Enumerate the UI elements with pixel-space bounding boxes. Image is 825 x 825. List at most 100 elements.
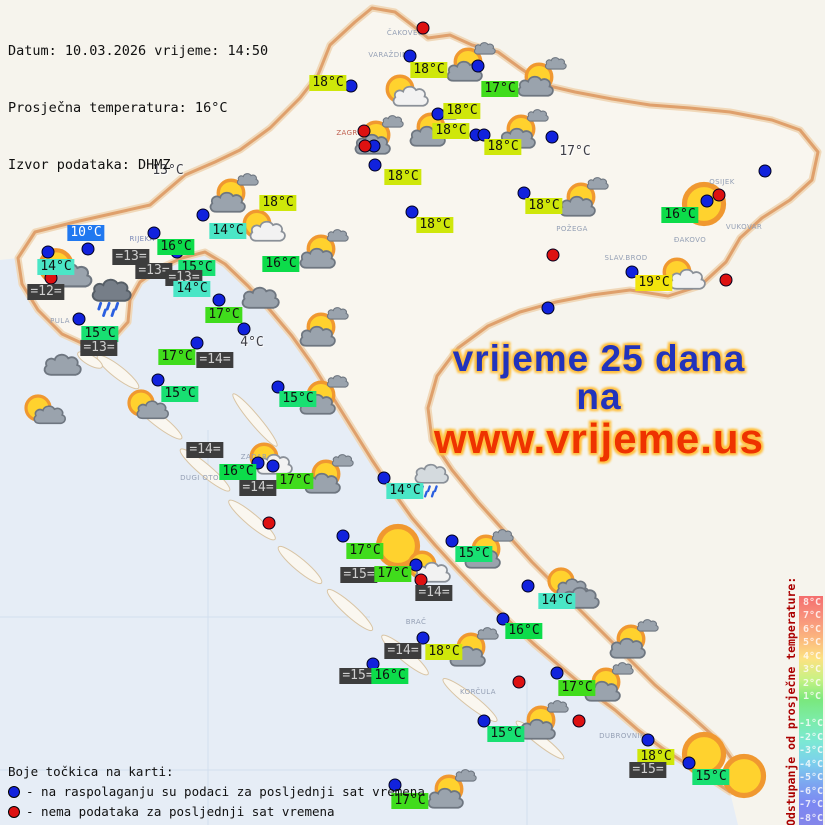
temp-label: 17°C: [346, 543, 384, 559]
watermark: vrijeme 25 dana na www.vrijeme.us: [398, 338, 800, 462]
station-dot-blue: [271, 380, 285, 394]
stale-temp-label: =15=: [340, 567, 378, 583]
temp-label: 15°C: [161, 386, 199, 402]
temp-label: 18°C: [410, 62, 448, 78]
station-dot-blue: [388, 778, 402, 792]
watermark-title: vrijeme 25 dana: [452, 338, 746, 379]
station-dot-blue: [550, 666, 564, 680]
temp-label: 18°C: [484, 139, 522, 155]
temp-label: 18°C: [309, 75, 347, 91]
watermark-na: na: [576, 376, 622, 418]
stale-temp-label: =14=: [384, 643, 422, 659]
red-dot-icon: [8, 806, 20, 818]
watermark-url-link[interactable]: www.vrijeme.us: [434, 414, 764, 462]
station-dot-red: [546, 248, 560, 262]
temp-label: 15°C: [692, 769, 730, 785]
scale-title: Odstupanje od prosječne temperature:: [784, 576, 798, 825]
temp-label: 18°C: [443, 103, 481, 119]
city-label: ČAKOVEC: [386, 29, 424, 37]
station-dot-blue: [190, 336, 204, 350]
scale-tick-label: -2°C: [799, 731, 824, 743]
city-label: SLAV.BROD: [604, 254, 648, 262]
temp-label: 15°C: [279, 391, 317, 407]
map-header: Datum: 10.03.2026 vrijeme: 14:50 Prosječ…: [8, 4, 268, 213]
station-dot-red: [416, 21, 430, 35]
stale-temp-label: =13=: [112, 249, 150, 265]
station-dot-red: [358, 139, 372, 153]
legend-title: Boje točkica na karti:: [8, 764, 174, 779]
city-label: RIJEKA: [129, 235, 155, 243]
temp-label: 14°C: [173, 281, 211, 297]
city-label: BRAČ: [405, 618, 427, 626]
station-dot-blue: [212, 293, 226, 307]
temp-label: 15°C: [487, 726, 525, 742]
station-dot-blue: [682, 756, 696, 770]
legend-item-blue: - na raspolaganju su podaci za posljednj…: [8, 782, 425, 802]
temp-label: 19°C: [635, 275, 673, 291]
station-dot-blue: [625, 265, 639, 279]
scale-tick-label: 5°C: [802, 637, 821, 649]
scale-tick-label: -7°C: [799, 799, 824, 811]
city-label: PULA: [50, 317, 70, 325]
scale-tick-label: -4°C: [799, 758, 824, 770]
temp-label: 14°C: [209, 223, 247, 239]
station-dot-blue: [336, 529, 350, 543]
station-dot-blue: [409, 558, 423, 572]
city-label: VARAŽDIN: [368, 51, 408, 59]
scale-tick-label: 3°C: [802, 664, 821, 676]
temp-label: 13°C: [152, 163, 184, 178]
city-label: ĐAKOVO: [673, 236, 707, 244]
stale-temp-label: =13=: [135, 263, 173, 279]
stale-temp-label: =14=: [415, 585, 453, 601]
scale-tick-label: 2°C: [802, 677, 821, 689]
header-data-source: Izvor podataka: DHMZ: [8, 157, 171, 173]
legend-label: - na raspolaganju su podaci za posljednj…: [26, 784, 425, 799]
temp-label: 16°C: [219, 464, 257, 480]
dot-legend: Boje točkica na karti: - na raspolaganju…: [8, 762, 425, 822]
station-dot-blue: [477, 128, 491, 142]
station-dot-blue: [541, 301, 555, 315]
station-dot-blue: [445, 534, 459, 548]
stale-temp-label: =14=: [186, 442, 224, 458]
scale-tick-label: -8°C: [799, 812, 824, 824]
temp-label: 17°C: [558, 680, 596, 696]
scale-tick-label: 6°C: [802, 623, 821, 635]
temp-label: 18°C: [416, 217, 454, 233]
station-dot-blue: [521, 579, 535, 593]
station-dot-blue: [81, 242, 95, 256]
legend-item-red: - nema podataka za posljednji sat vremen…: [8, 802, 425, 822]
station-dot-blue: [405, 205, 419, 219]
station-dot-blue: [41, 245, 55, 259]
station-dot-blue: [237, 322, 251, 336]
temp-label: 16°C: [157, 239, 195, 255]
temp-label: 16°C: [371, 668, 409, 684]
city-label: DUGI OTOK: [180, 474, 224, 482]
station-dot-red: [512, 675, 526, 689]
station-dot-blue: [151, 373, 165, 387]
city-label: ZAGREB: [336, 129, 368, 137]
scale-tick-label: -3°C: [799, 745, 824, 757]
station-dot-blue: [471, 59, 485, 73]
temp-label: 15°C: [455, 546, 493, 562]
scale-tick-label: 7°C: [802, 610, 821, 622]
station-dot-blue: [496, 612, 510, 626]
station-dot-blue: [196, 208, 210, 222]
temp-label: 4°C: [240, 335, 264, 350]
station-dot-blue: [641, 733, 655, 747]
station-dot-red: [357, 124, 371, 138]
scale-tick-label: 4°C: [802, 650, 821, 662]
station-dot-blue: [368, 158, 382, 172]
temp-label: 14°C: [538, 593, 576, 609]
temp-label: 17°C: [374, 566, 412, 582]
temperature-anomaly-scale: 8°C 7°C 6°C 5°C 4°C 3°C 2°C 1°C -1°C -2°C -3°C -4°C…: [799, 596, 823, 825]
temp-label: 17°C: [391, 793, 429, 809]
station-dot-red: [712, 188, 726, 202]
city-label: POŽEGA: [556, 225, 588, 233]
station-dot-blue: [416, 631, 430, 645]
scale-tick-label: -1°C: [799, 718, 824, 730]
station-dot-blue: [72, 312, 86, 326]
station-dot-blue: [545, 130, 559, 144]
temp-label: 17°C: [276, 473, 314, 489]
stale-temp-label: =12=: [27, 284, 65, 300]
